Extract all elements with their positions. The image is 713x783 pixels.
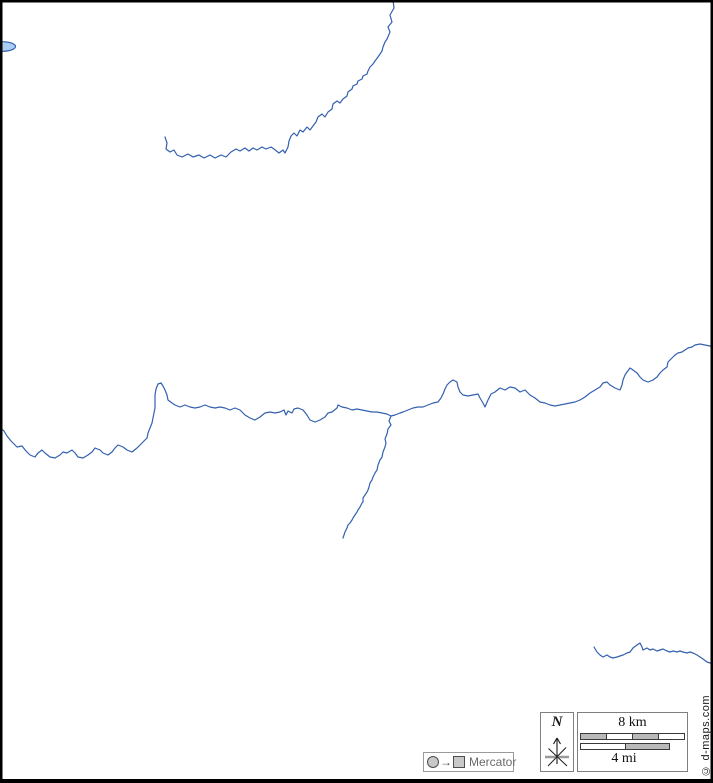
scale-segment-gray bbox=[632, 734, 658, 739]
compass-north-label: N bbox=[551, 714, 563, 730]
river-main bbox=[0, 343, 713, 459]
scale-bar: 8 km 4 mi bbox=[577, 712, 688, 772]
compass-rose-icon bbox=[545, 737, 569, 767]
projection-label: Mercator bbox=[469, 755, 517, 769]
scale-segment-gray bbox=[581, 734, 606, 739]
projection-badge: → Mercator bbox=[423, 752, 517, 772]
compass-box: N bbox=[540, 712, 574, 772]
globe-circle-icon bbox=[427, 756, 439, 768]
river-north bbox=[164, 0, 395, 159]
scale-segment-gray bbox=[624, 744, 669, 749]
scale-km-label: 8 km bbox=[618, 715, 647, 730]
river-tributary-south bbox=[342, 415, 392, 539]
right-arrow-icon: → bbox=[440, 755, 452, 769]
copyright-credit: © d-maps.com bbox=[700, 695, 712, 777]
river-southeast bbox=[593, 642, 713, 664]
scale-mi-label: 4 mi bbox=[611, 751, 637, 766]
scale-km-bar bbox=[580, 733, 685, 740]
flat-map-square-icon bbox=[453, 756, 465, 768]
scale-segment-white bbox=[606, 734, 632, 739]
scale-segment-white bbox=[658, 734, 684, 739]
scale-segment-white bbox=[581, 744, 625, 749]
scale-mi-bar bbox=[580, 743, 670, 750]
